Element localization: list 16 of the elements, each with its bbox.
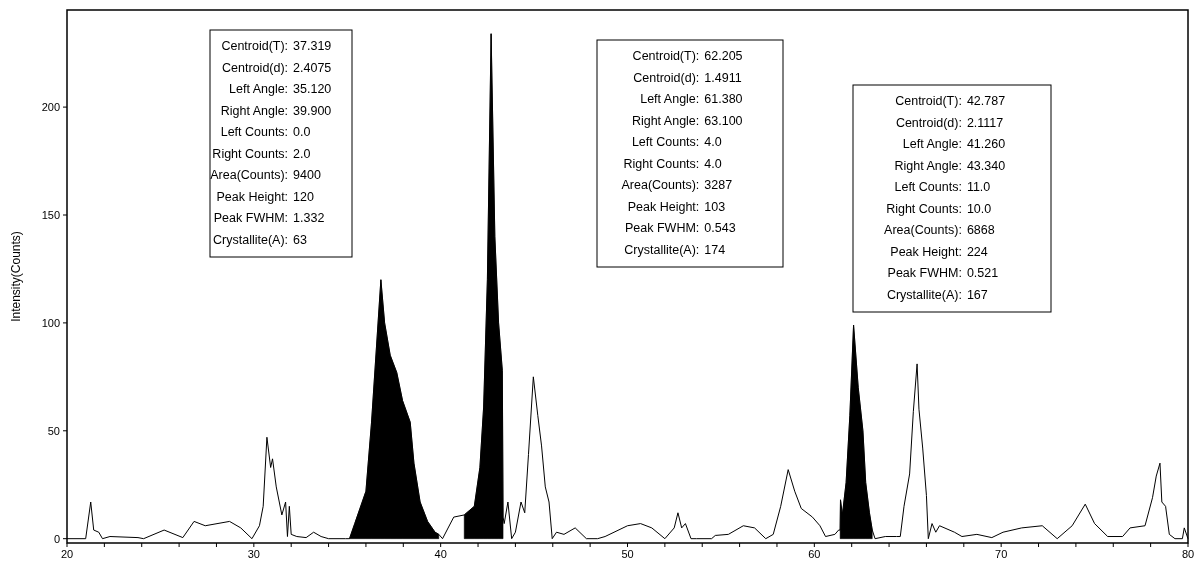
x-tick-label: 50 <box>621 548 634 560</box>
x-tick-label: 30 <box>247 548 260 560</box>
x-tick-label: 80 <box>1181 548 1195 560</box>
y-axis-title: Intensity(Counts) <box>9 231 23 322</box>
x-tick-label: 70 <box>995 548 1008 560</box>
x-tick-label: 60 <box>808 548 821 560</box>
text: Centroid(T): 37.319 Centroid(d): 2.4075 Left Angle: 35.120 Right Angle: 39.900 Left Counts: 0.0 Right Counts: 2.0 Area(Counts): 9400 Peak Height: 120 Peak FWHM: 1.332 Crystallite(A): 63 <box>210 39 332 247</box>
y-tick-label: 150 <box>41 209 60 221</box>
y-tick-label: 0 <box>53 532 60 545</box>
x-tick-label: 40 <box>434 548 447 560</box>
x-tick-label: 20 <box>60 548 74 560</box>
y-tick-label: 200 <box>41 101 60 114</box>
y-tick-label: 100 <box>41 316 60 329</box>
y-tick-label: 50 <box>47 424 60 437</box>
text: Centroid(T): 42.787 Centroid(d): 2.1117 Left Angle: 41.260 Right Angle: 43.340 Left Counts: 11.0 Right Counts: 10.0 Area(Counts): 6868 Peak Height: 224 Peak FWHM: 0.521 Crystallite(A): 167 <box>884 94 1006 302</box>
text: Centroid(T): 62.205 Centroid(d): 1.4911 Left Angle: 61.380 Right Angle: 63.100 Left Counts: 4.0 Right Counts: 4.0 Area(Counts): 3287 Peak Height: 103 Peak FWHM: 0.543 Crystallite(A): 174 <box>621 49 743 257</box>
